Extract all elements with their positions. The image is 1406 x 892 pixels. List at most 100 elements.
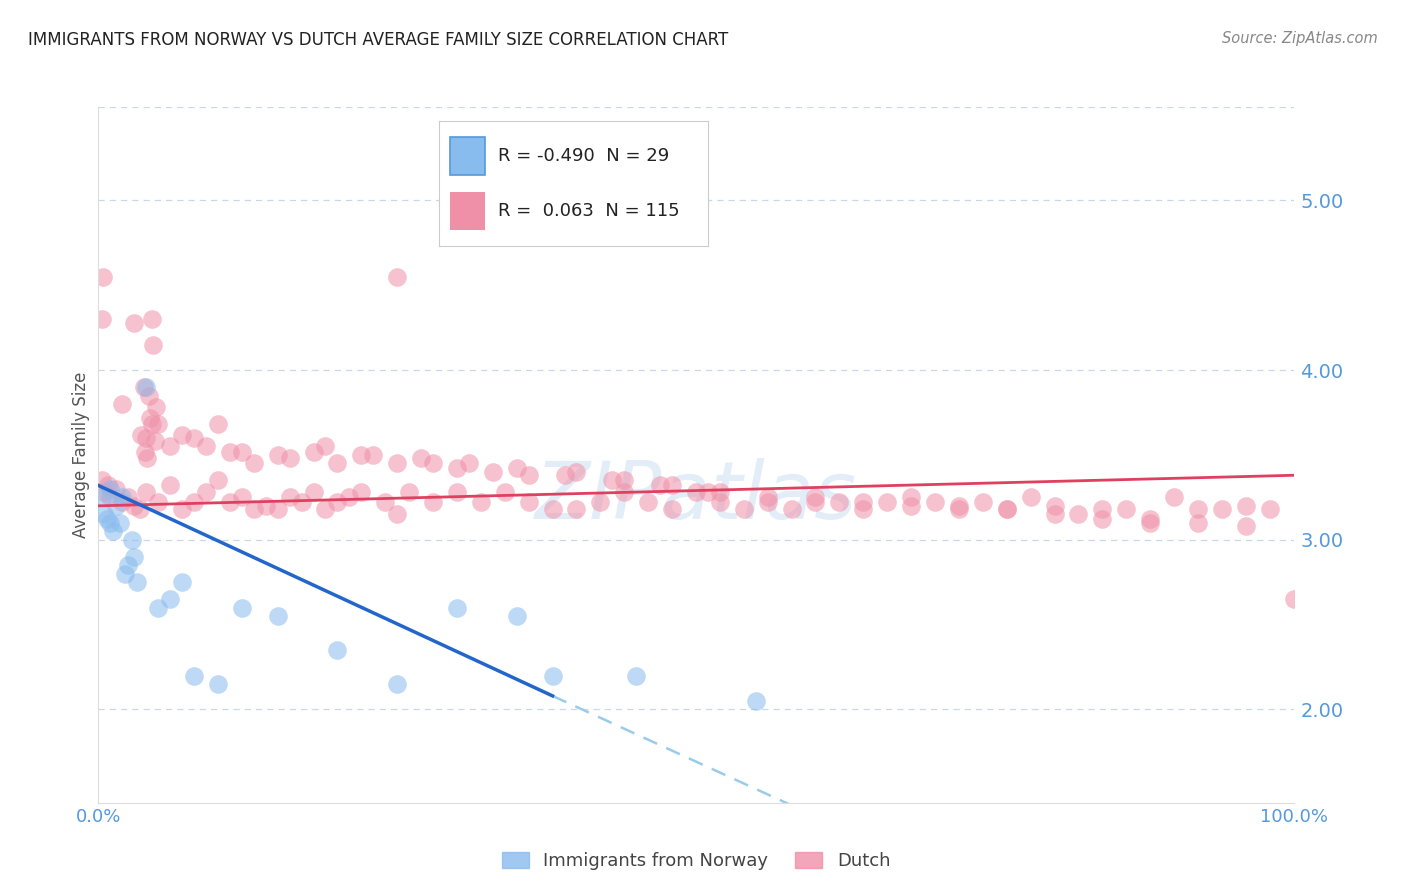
Point xyxy=(101,524,124,539)
Text: IMMIGRANTS FROM NORWAY VS DUTCH AVERAGE FAMILY SIZE CORRELATION CHART: IMMIGRANTS FROM NORWAY VS DUTCH AVERAGE … xyxy=(28,31,728,49)
Point xyxy=(1043,508,1066,522)
Point xyxy=(124,499,146,513)
Point xyxy=(385,677,409,691)
Point xyxy=(326,457,349,471)
Point xyxy=(111,491,134,505)
Point xyxy=(143,434,166,449)
Point xyxy=(135,431,157,445)
Point xyxy=(385,269,409,284)
Point xyxy=(91,312,114,326)
Point xyxy=(231,491,253,505)
Point xyxy=(142,337,165,351)
Point xyxy=(995,502,1018,516)
Point xyxy=(326,495,349,509)
Point xyxy=(195,485,218,500)
Point xyxy=(339,491,361,505)
Point xyxy=(398,485,420,500)
Point xyxy=(111,397,134,411)
Point xyxy=(900,499,922,513)
Point xyxy=(1282,592,1305,607)
Point xyxy=(91,491,114,505)
Point xyxy=(131,427,153,442)
Point xyxy=(1139,512,1161,526)
Point xyxy=(541,502,564,516)
Point xyxy=(136,451,159,466)
Point xyxy=(470,495,492,509)
Legend: Immigrants from Norway, Dutch: Immigrants from Norway, Dutch xyxy=(502,852,890,871)
Point xyxy=(709,495,731,509)
Point xyxy=(267,448,290,462)
Point xyxy=(852,502,875,516)
Point xyxy=(565,502,588,516)
Point xyxy=(1234,499,1257,513)
Point xyxy=(900,491,922,505)
Point xyxy=(733,502,755,516)
Point xyxy=(995,502,1018,516)
Point xyxy=(1163,491,1185,505)
Point xyxy=(506,609,529,624)
Point xyxy=(125,575,148,590)
Point xyxy=(1187,516,1209,530)
Point xyxy=(661,502,683,516)
Point xyxy=(565,465,588,479)
Point xyxy=(422,495,444,509)
Point xyxy=(1139,516,1161,530)
Point xyxy=(326,643,349,657)
Point xyxy=(138,388,160,402)
Point xyxy=(1091,512,1114,526)
Point xyxy=(602,474,624,488)
Point xyxy=(315,439,337,453)
Point xyxy=(554,468,576,483)
Point xyxy=(828,495,851,509)
Point xyxy=(124,549,146,564)
Point xyxy=(183,495,205,509)
Point xyxy=(650,478,672,492)
Point xyxy=(129,502,152,516)
Point xyxy=(1043,499,1066,513)
Point xyxy=(685,485,707,500)
Point xyxy=(267,609,290,624)
Point xyxy=(613,474,636,488)
Point xyxy=(195,439,218,453)
Point xyxy=(243,457,266,471)
Point xyxy=(697,485,720,500)
Point xyxy=(243,502,266,516)
Point xyxy=(159,439,181,453)
Point xyxy=(852,495,875,509)
Point xyxy=(159,478,181,492)
Point xyxy=(135,380,157,394)
Point xyxy=(637,495,659,509)
Point xyxy=(111,495,134,509)
Point xyxy=(98,491,122,505)
Point xyxy=(804,491,827,505)
Point xyxy=(159,592,181,607)
Point xyxy=(278,491,301,505)
Point xyxy=(135,485,157,500)
Point xyxy=(172,575,194,590)
Point xyxy=(134,444,156,458)
Point xyxy=(709,485,731,500)
Point xyxy=(613,485,636,500)
Point xyxy=(183,668,205,682)
Point xyxy=(141,417,163,432)
Point xyxy=(98,516,122,530)
Point xyxy=(1258,502,1281,516)
Point xyxy=(385,457,409,471)
Point xyxy=(1187,502,1209,516)
Point xyxy=(302,485,325,500)
Point xyxy=(411,451,433,466)
Point xyxy=(291,495,314,509)
Point xyxy=(148,600,170,615)
Point xyxy=(183,431,205,445)
Point xyxy=(458,457,481,471)
Point xyxy=(1067,508,1090,522)
Point xyxy=(517,468,540,483)
Point xyxy=(350,485,373,500)
Point xyxy=(494,485,516,500)
Point xyxy=(231,444,253,458)
Point xyxy=(114,566,136,581)
Point xyxy=(745,694,768,708)
Point xyxy=(219,495,242,509)
Point xyxy=(363,448,385,462)
Point xyxy=(219,444,242,458)
